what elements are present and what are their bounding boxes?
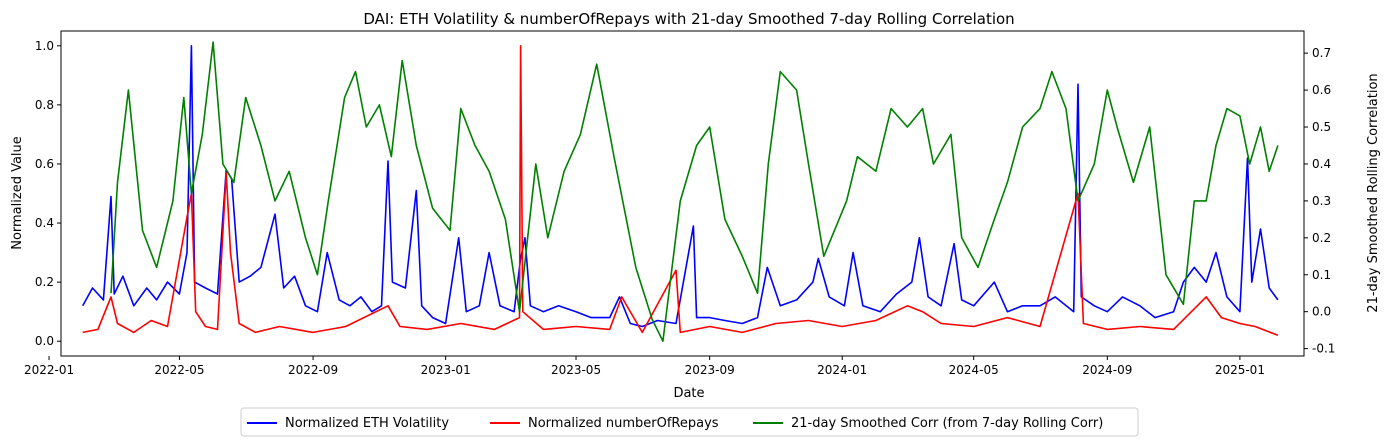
y2-tick-label: 0.7 xyxy=(1312,46,1331,60)
y2-tick-label: 0.5 xyxy=(1312,120,1331,134)
x-tick-label: 2023-09 xyxy=(685,363,735,377)
y2-tick-label: 0.2 xyxy=(1312,231,1331,245)
x-tick-label: 2022-09 xyxy=(288,363,338,377)
y-tick-label: 0.2 xyxy=(35,275,54,289)
legend: Normalized ETH Volatility Normalized num… xyxy=(240,407,1139,437)
legend-frame xyxy=(240,407,1139,437)
series-line-repays xyxy=(82,45,1279,337)
chart-title: DAI: ETH Volatility & numberOfRepays wit… xyxy=(363,10,1014,28)
series-layer xyxy=(81,41,1279,342)
x-tick-label: 2024-05 xyxy=(949,363,999,377)
x-tick-label: 2022-01 xyxy=(24,363,74,377)
y2-tick-label: -0.1 xyxy=(1312,342,1335,356)
x-tick-label: 2023-05 xyxy=(551,363,601,377)
y2-tick-label: 0.3 xyxy=(1312,194,1331,208)
y-tick-label: 1.0 xyxy=(35,39,54,53)
y2-tick-label: 0.4 xyxy=(1312,157,1331,171)
y2-tick-label: 0.0 xyxy=(1312,305,1331,319)
y2-tick-label: 0.1 xyxy=(1312,268,1331,282)
x-axis-label: Date xyxy=(673,386,704,401)
x-tick-label: 2024-09 xyxy=(1082,363,1132,377)
x-tick-label: 2022-05 xyxy=(154,363,204,377)
legend-label-repays: Normalized numberOfRepays xyxy=(528,416,719,431)
x-tick-label: 2023-01 xyxy=(421,363,471,377)
y-axis-left: 0.0 0.2 0.4 0.6 0.8 1.0 xyxy=(35,39,61,348)
series-line-eth-volatility xyxy=(81,45,1279,328)
y2-tick-label: 0.6 xyxy=(1312,83,1331,97)
y-tick-label: 0.8 xyxy=(35,98,54,112)
y-tick-label: 0.0 xyxy=(35,334,54,348)
y-axis-right: -0.1 0.0 0.1 0.2 0.3 0.4 0.5 0.6 0.7 xyxy=(1304,46,1335,356)
legend-label-eth-volatility: Normalized ETH Volatility xyxy=(285,416,449,431)
x-tick-label: 2024-01 xyxy=(817,363,867,377)
y-tick-label: 0.4 xyxy=(35,216,54,230)
plot-frame xyxy=(60,30,1305,357)
x-axis: 2022-01 2022-05 2022-09 2023-01 2023-05 2023-… xyxy=(24,356,1265,377)
series-line-smoothed-corr xyxy=(110,41,1279,342)
y2-axis-label: 21-day Smoothed Rolling Correlation xyxy=(1366,73,1381,312)
x-tick-label: 2025-01 xyxy=(1215,363,1265,377)
y-tick-label: 0.6 xyxy=(35,157,54,171)
legend-label-smoothed-corr: 21-day Smoothed Corr (from 7-day Rolling… xyxy=(791,416,1103,431)
y-axis-label: Normalized Value xyxy=(10,136,25,250)
